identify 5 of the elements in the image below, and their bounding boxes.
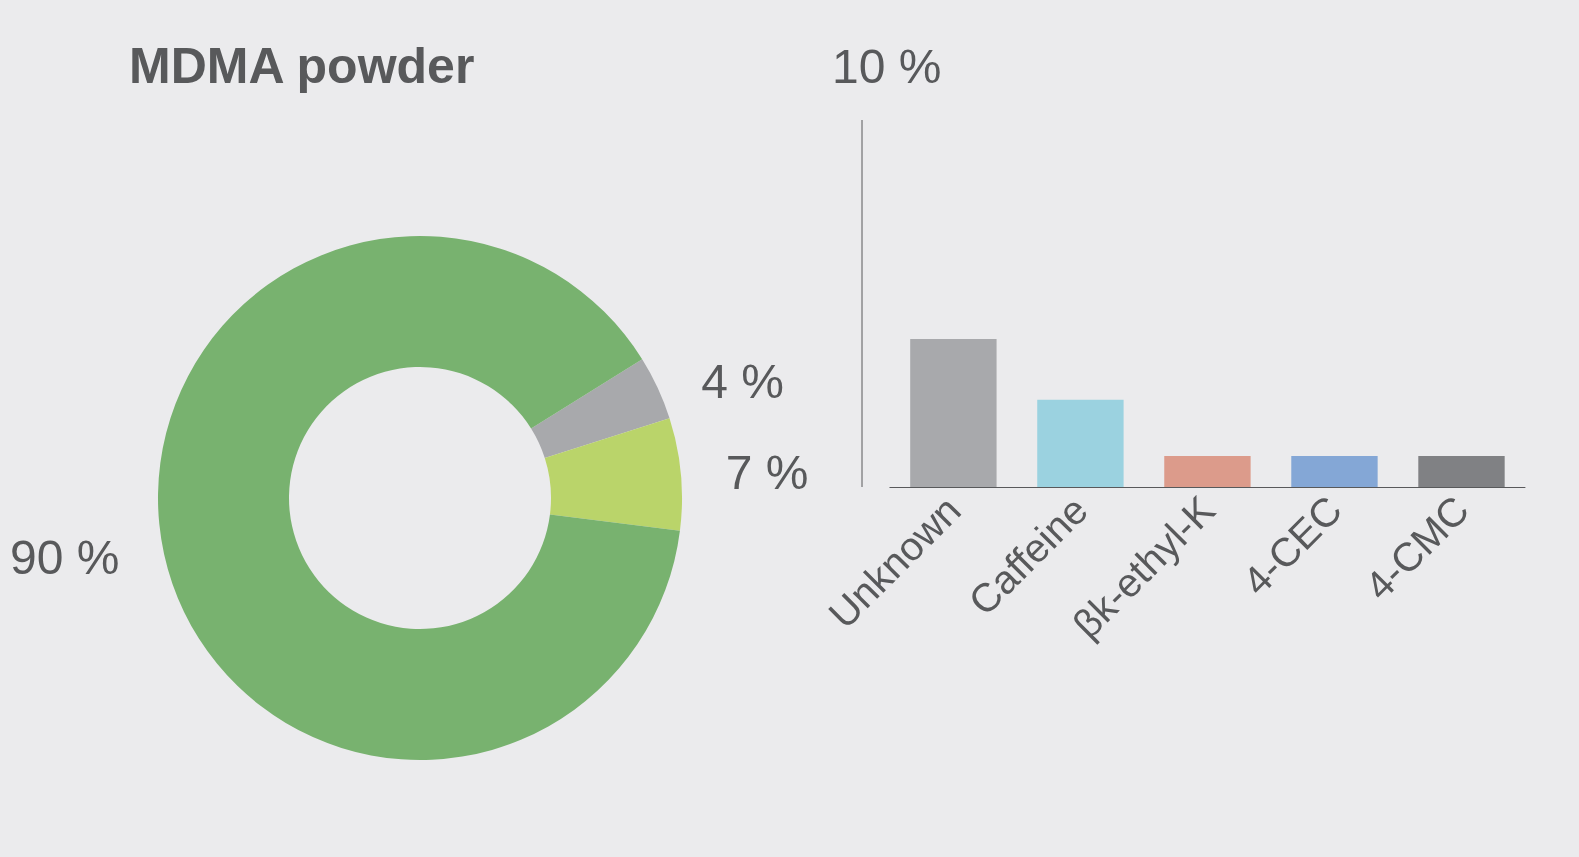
data-label: 7 % — [725, 446, 809, 500]
data-label: 4 % — [701, 355, 785, 408]
chart-title: MDMA powder — [129, 38, 475, 94]
text: 10 % — [832, 39, 942, 93]
data-label: 90 % — [10, 530, 120, 584]
